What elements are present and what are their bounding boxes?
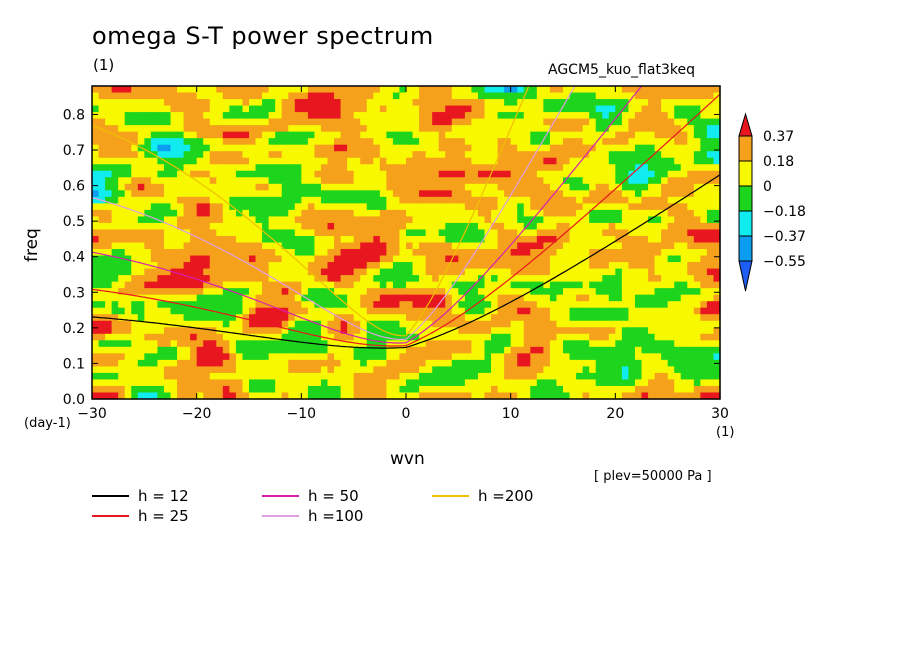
legend-swatch bbox=[432, 495, 469, 497]
dispersion-curve-h200 bbox=[92, 86, 530, 337]
x-tick-label: −30 bbox=[77, 406, 107, 422]
colorbar-swatch bbox=[738, 185, 753, 212]
dispersion-curve-h25 bbox=[92, 93, 720, 347]
colorbar-swatch-min bbox=[738, 260, 753, 292]
title-units: (1) bbox=[93, 56, 115, 74]
legend-swatch bbox=[92, 495, 129, 497]
colorbar-label: −0.18 bbox=[763, 204, 806, 220]
colorbar-label: −0.37 bbox=[763, 229, 806, 245]
y-tick-label: 0.2 bbox=[63, 321, 85, 337]
colorbar-label: −0.55 bbox=[763, 254, 806, 270]
x-axis-units: (1) bbox=[716, 425, 735, 440]
x-tick-label: −20 bbox=[182, 406, 212, 422]
run-label: AGCM5_kuo_flat3keq bbox=[548, 62, 695, 78]
legend-swatch bbox=[92, 515, 129, 517]
legend-label: h =100 bbox=[308, 507, 364, 525]
colorbar-swatch bbox=[738, 135, 753, 162]
y-tick-label: 0.8 bbox=[63, 107, 85, 123]
legend-swatch bbox=[262, 515, 299, 517]
legend-item-h100: h =100 bbox=[262, 507, 363, 525]
legend-swatch bbox=[262, 495, 299, 497]
legend-label: h =200 bbox=[478, 487, 534, 505]
y-axis-units: (day-1) bbox=[24, 416, 71, 431]
x-axis-label: wvn bbox=[390, 449, 425, 469]
colorbar-swatch bbox=[738, 210, 753, 237]
y-tick-label: 0.7 bbox=[63, 143, 85, 159]
y-tick-label: 0.3 bbox=[63, 285, 85, 301]
chart-title: omega S-T power spectrum bbox=[92, 22, 434, 50]
legend-label: h = 25 bbox=[138, 507, 189, 525]
colorbar-label: 0.18 bbox=[763, 154, 794, 170]
legend-label: h = 12 bbox=[138, 487, 189, 505]
dispersion-curve-h100 bbox=[92, 86, 576, 340]
x-tick-label: 30 bbox=[711, 406, 729, 422]
x-tick-label: −10 bbox=[287, 406, 317, 422]
legend-item-h12: h = 12 bbox=[92, 487, 189, 505]
pressure-level-label: [ plev=50000 Pa ] bbox=[594, 469, 712, 484]
y-tick-label: 0.1 bbox=[63, 356, 85, 372]
x-tick-label: 0 bbox=[402, 406, 411, 422]
x-tick-label: 20 bbox=[606, 406, 624, 422]
legend-label: h = 50 bbox=[308, 487, 359, 505]
colorbar-swatch bbox=[738, 160, 753, 187]
legend-item-h50: h = 50 bbox=[262, 487, 359, 505]
y-tick-label: 0.4 bbox=[63, 250, 85, 266]
dispersion-curve-h12 bbox=[92, 174, 720, 349]
legend-item-h200: h =200 bbox=[432, 487, 533, 505]
spectrum-field bbox=[92, 86, 721, 400]
colorbar-swatch bbox=[738, 235, 753, 262]
x-tick-label: 10 bbox=[502, 406, 520, 422]
colorbar-label: 0.37 bbox=[763, 129, 794, 145]
legend-item-h25: h = 25 bbox=[92, 507, 189, 525]
y-tick-label: 0.6 bbox=[63, 179, 85, 195]
colorbar-swatch-max bbox=[738, 112, 753, 137]
colorbar-label: 0 bbox=[763, 179, 772, 195]
y-tick-label: 0.5 bbox=[63, 214, 85, 230]
dispersion-curve-h50 bbox=[92, 86, 643, 344]
y-tick-label: 0.0 bbox=[63, 392, 85, 408]
